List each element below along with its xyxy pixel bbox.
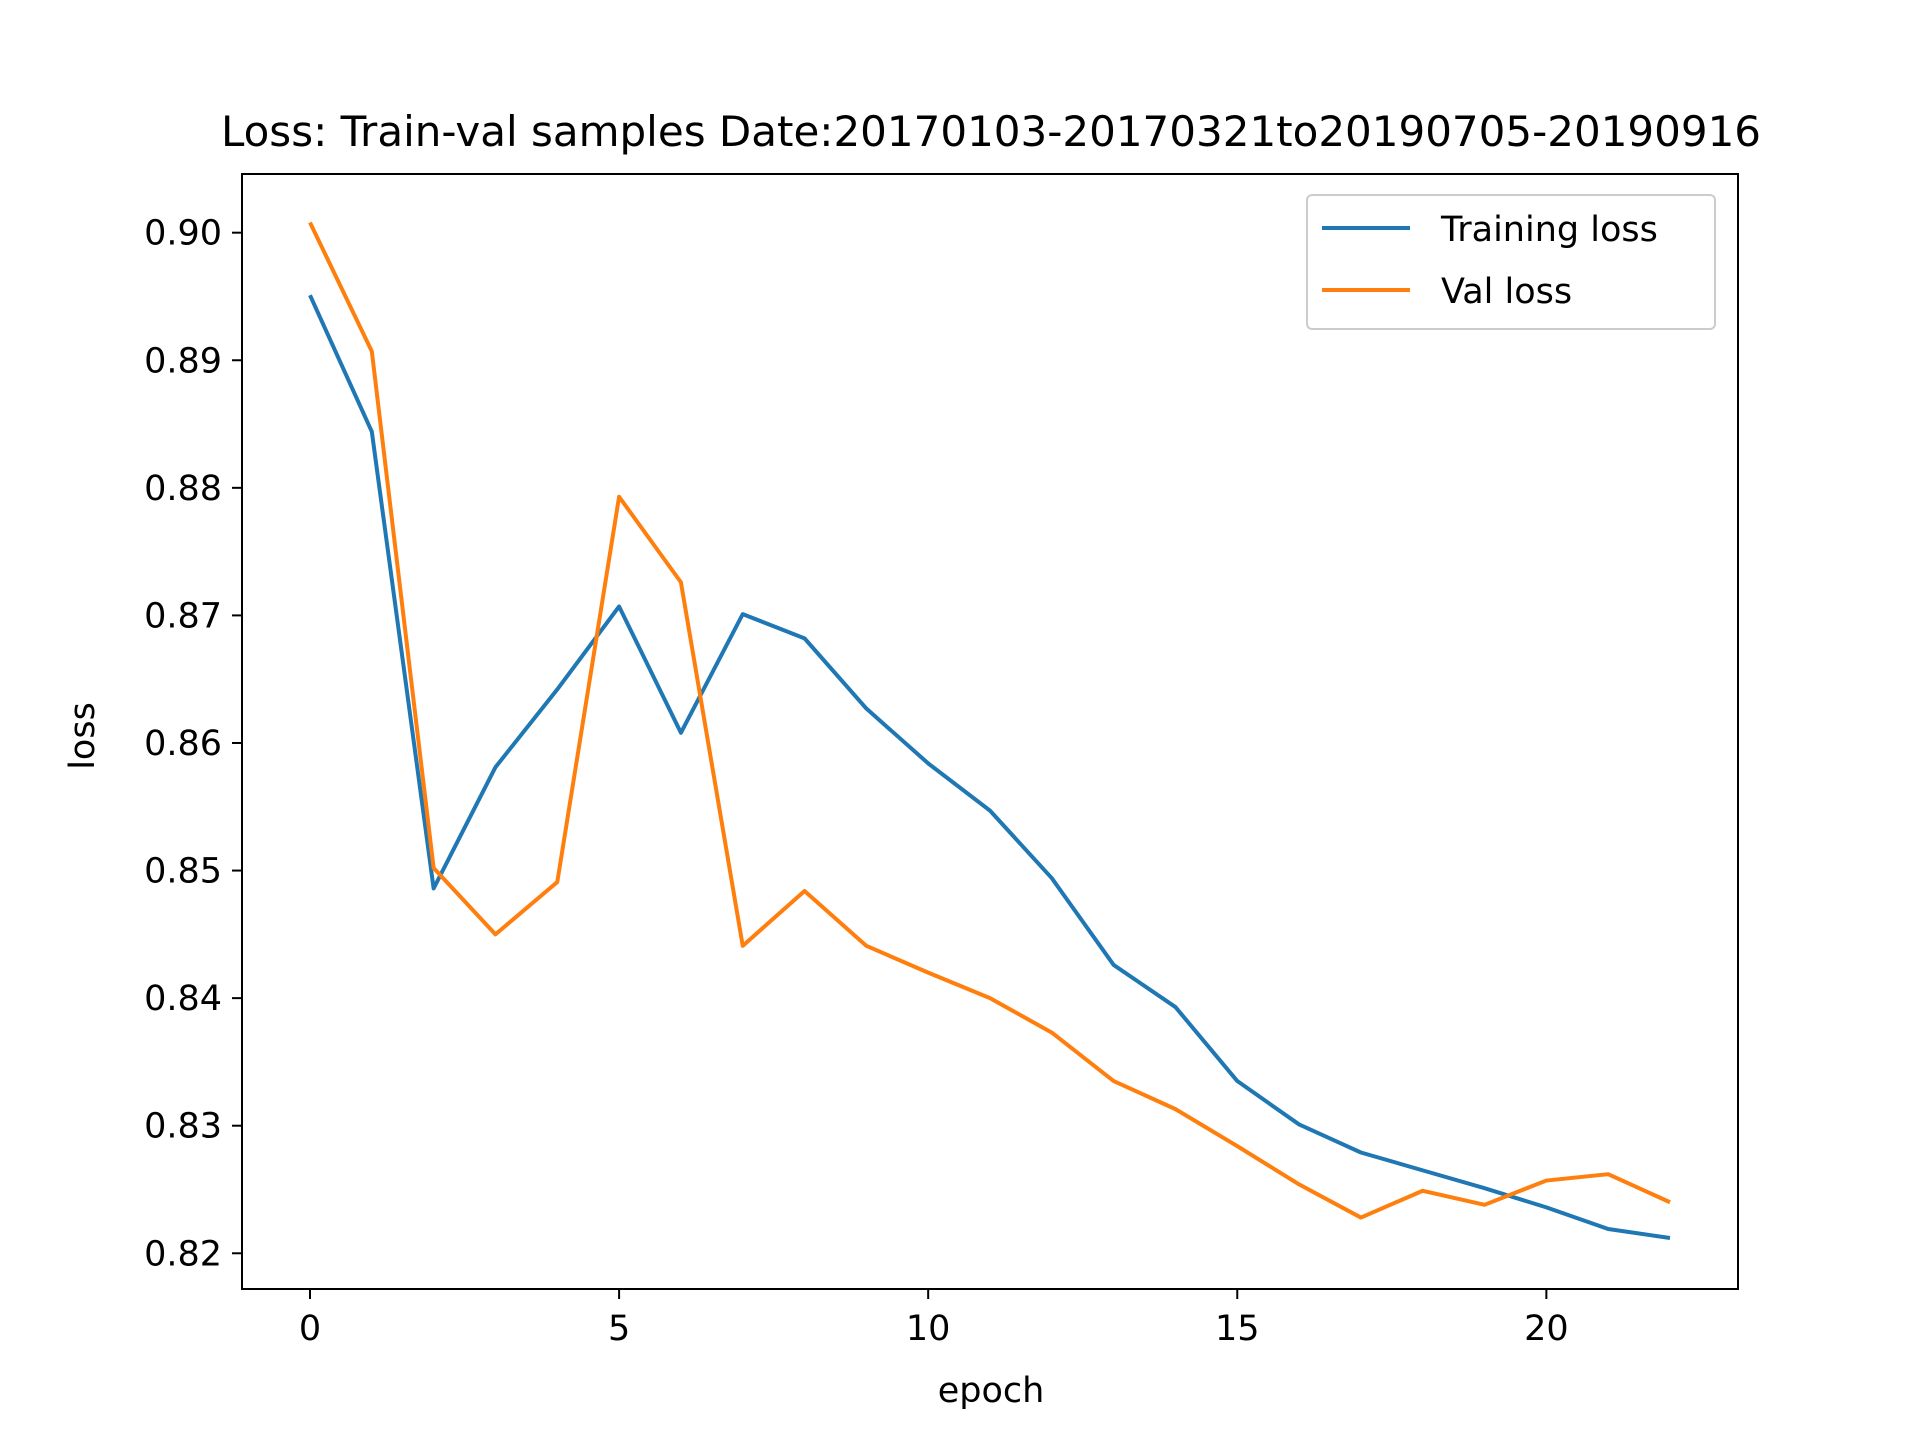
legend-label-val-loss: Val loss bbox=[1441, 272, 1572, 312]
series-line-training-loss bbox=[308, 294, 1671, 1240]
x-axis-label: epoch bbox=[938, 1371, 1045, 1411]
x-tick-label: 10 bbox=[906, 1309, 951, 1349]
legend-label-training-loss: Training loss bbox=[1440, 210, 1658, 250]
plot-lines bbox=[308, 221, 1671, 1240]
legend: Training loss Val loss bbox=[1306, 194, 1716, 330]
series-line-val-loss bbox=[308, 221, 1671, 1220]
y-tick-label: 0.86 bbox=[144, 724, 222, 764]
y-tick-label: 0.82 bbox=[144, 1234, 222, 1274]
chart-title: Loss: Train-val samples Date:20170103-20… bbox=[221, 107, 1761, 156]
y-axis-ticks: 0.82 0.83 0.84 0.85 0.86 0.87 0.88 0.89 0.90 bbox=[144, 214, 242, 1274]
y-tick-label: 0.89 bbox=[144, 341, 222, 381]
y-tick-label: 0.87 bbox=[144, 596, 222, 636]
x-tick-label: 5 bbox=[608, 1309, 630, 1349]
plot-frame bbox=[241, 173, 1739, 1290]
y-tick-label: 0.90 bbox=[144, 214, 222, 254]
x-tick-label: 0 bbox=[299, 1309, 321, 1349]
x-tick-label: 20 bbox=[1524, 1309, 1569, 1349]
x-tick-label: 15 bbox=[1215, 1309, 1260, 1349]
x-axis-ticks: 0 5 10 15 20 bbox=[299, 1289, 1569, 1349]
y-tick-label: 0.83 bbox=[144, 1107, 222, 1147]
y-tick-label: 0.85 bbox=[144, 852, 222, 892]
y-tick-label: 0.88 bbox=[144, 469, 222, 509]
y-axis-label: loss bbox=[63, 702, 103, 770]
y-tick-label: 0.84 bbox=[144, 979, 222, 1019]
